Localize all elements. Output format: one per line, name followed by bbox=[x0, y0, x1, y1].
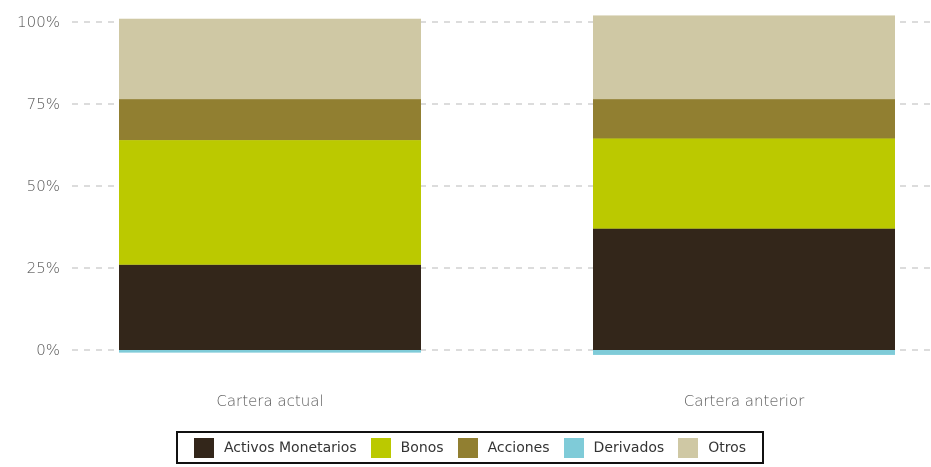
legend-swatch bbox=[457, 437, 478, 458]
bar-segment bbox=[593, 350, 895, 355]
bar-segment bbox=[593, 99, 895, 139]
bar-segment bbox=[119, 18, 421, 100]
y-tick-label: 25% bbox=[27, 259, 60, 277]
bar-segment bbox=[119, 350, 421, 353]
bar-segment bbox=[593, 228, 895, 350]
legend-label: Activos Monetarios bbox=[223, 439, 357, 456]
legend-item-acciones: Acciones bbox=[457, 437, 550, 458]
legend-label: Derivados bbox=[593, 439, 665, 456]
bar-segment bbox=[119, 264, 421, 350]
chart-plot-area: 0% 25% 50% 75% 100% Cartera actual Cartera ant… bbox=[17, 13, 930, 410]
x-category-label: Cartera anterior bbox=[684, 392, 805, 410]
bar-segment bbox=[119, 140, 421, 265]
legend-swatch bbox=[370, 437, 391, 458]
legend-item-otros: Otros bbox=[678, 437, 747, 458]
chart-legend: Activos Monetarios Bonos Acciones Deriva… bbox=[176, 431, 764, 464]
legend-swatch bbox=[678, 437, 699, 458]
legend-label: Bonos bbox=[400, 439, 444, 456]
y-tick-label: 0% bbox=[36, 341, 60, 359]
legend-item-bonos: Bonos bbox=[370, 437, 444, 458]
bar-segment bbox=[593, 15, 895, 100]
legend-swatch bbox=[563, 437, 584, 458]
y-tick-label: 100% bbox=[17, 13, 60, 31]
legend-label: Otros bbox=[708, 439, 747, 456]
legend-label: Acciones bbox=[487, 439, 550, 456]
legend-swatch bbox=[193, 437, 214, 458]
bar-segment bbox=[593, 138, 895, 229]
legend-item-activos-monetarios: Activos Monetarios bbox=[193, 437, 357, 458]
x-category-label: Cartera actual bbox=[216, 392, 323, 410]
y-tick-label: 75% bbox=[27, 95, 60, 113]
y-tick-label: 50% bbox=[27, 177, 60, 195]
legend-item-derivados: Derivados bbox=[563, 437, 665, 458]
bar-segment bbox=[119, 99, 421, 141]
